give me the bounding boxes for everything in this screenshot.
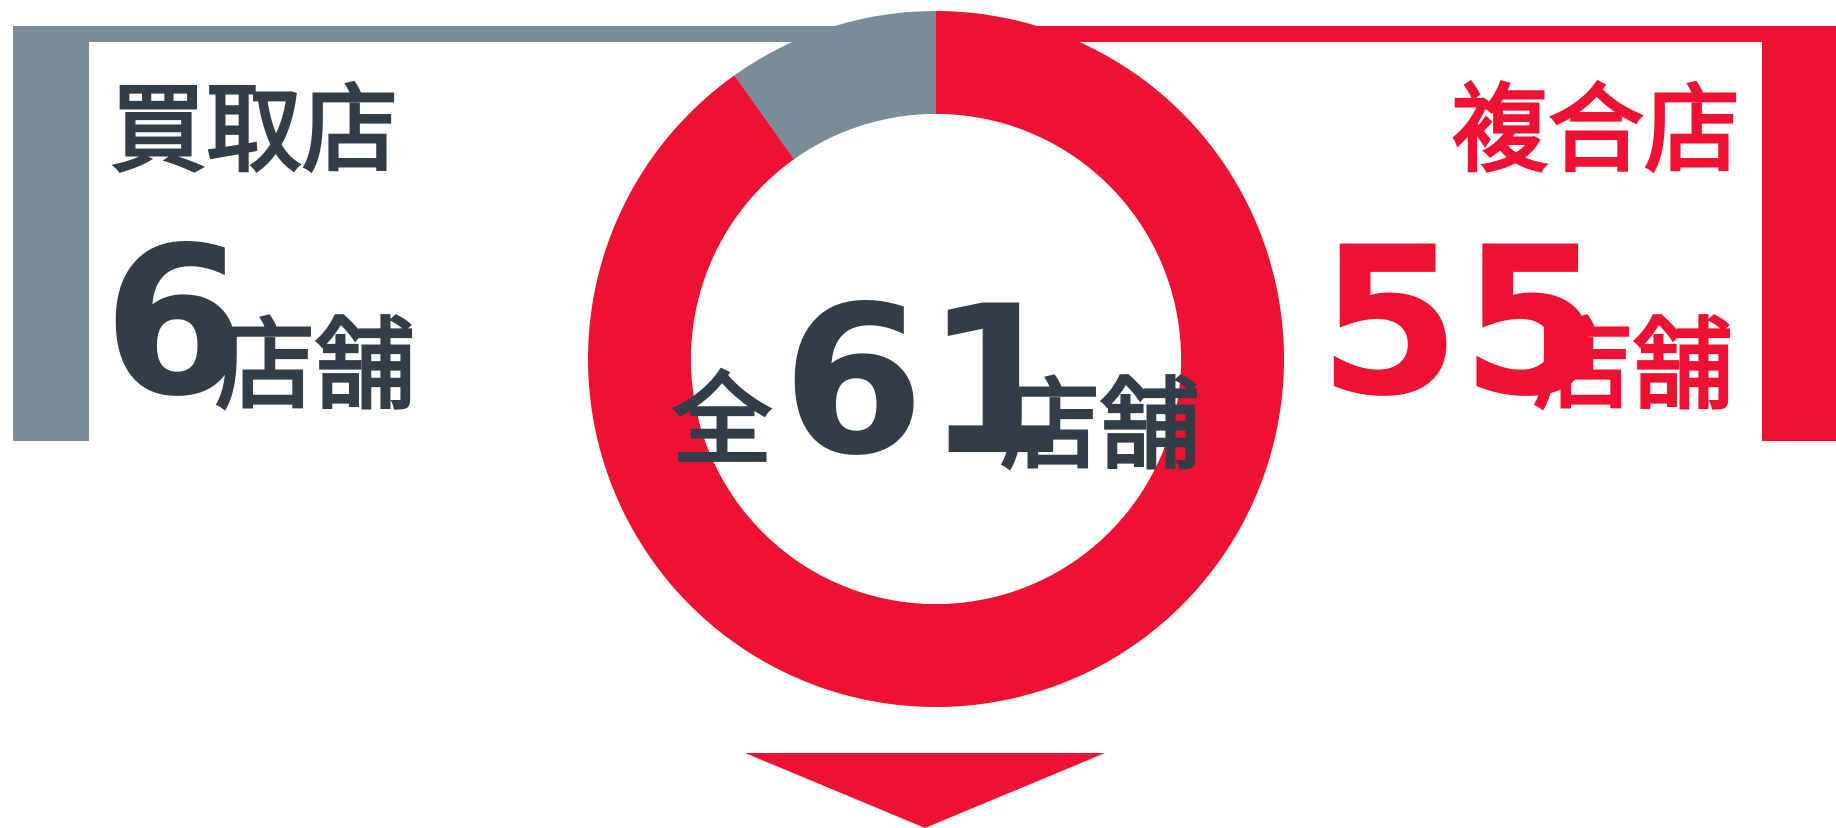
total-value: 61 xyxy=(782,263,1067,501)
total-unit: 店舗 xyxy=(1000,367,1200,484)
right-frame-top xyxy=(936,26,1836,42)
frame xyxy=(13,26,1836,441)
right-category: 複合店 xyxy=(1452,74,1740,186)
left-frame-side xyxy=(13,26,89,441)
donut-segment xyxy=(734,10,936,160)
donut-segment xyxy=(588,11,1284,708)
donut-hole xyxy=(691,114,1181,604)
down-arrow xyxy=(745,753,1105,828)
donut xyxy=(588,10,1284,708)
total-label: 全 xyxy=(671,362,773,479)
left-frame-top xyxy=(13,26,936,42)
right-unit: 店舗 xyxy=(1533,307,1733,424)
left-value: 6 xyxy=(103,204,246,442)
right-value: 55 xyxy=(1318,204,1603,442)
right-frame-side xyxy=(1762,26,1836,441)
left-unit: 店舗 xyxy=(215,307,415,424)
left-category: 買取店 xyxy=(110,74,398,186)
